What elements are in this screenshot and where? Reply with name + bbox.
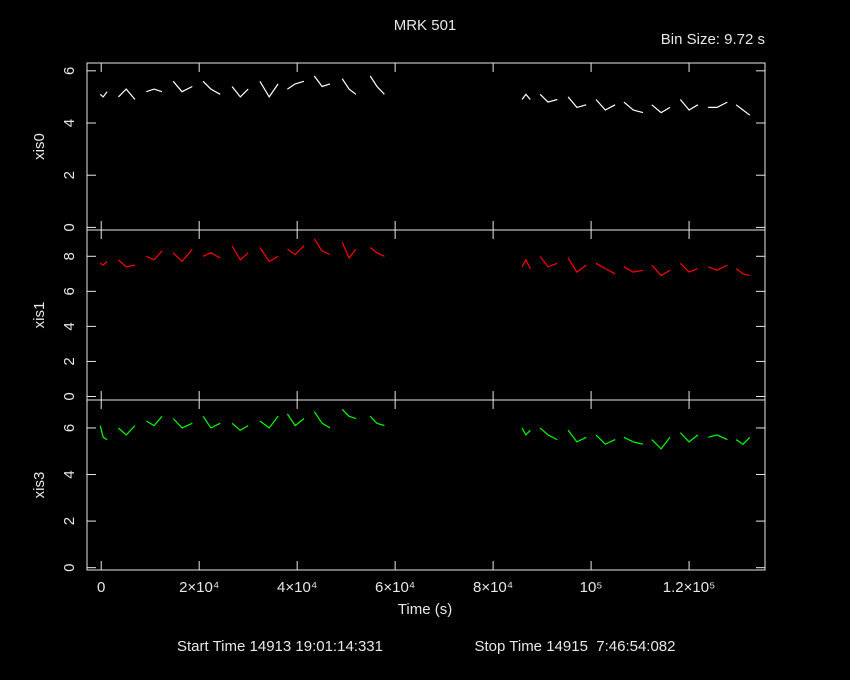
y-tick-label: 0 <box>61 223 78 231</box>
y-tick-label: 2 <box>61 357 78 365</box>
y-tick-label: 0 <box>61 563 78 571</box>
x-tick-label: 1.2×10⁵ <box>663 579 716 596</box>
x-tick-label: 4×10⁴ <box>277 579 317 596</box>
light-curve-line <box>99 238 750 277</box>
x-tick-label: 6×10⁴ <box>375 579 415 596</box>
y-tick-label: 0 <box>61 392 78 400</box>
y-tick-label: 6 <box>61 424 78 432</box>
y-tick-label: 2 <box>61 517 78 525</box>
x-axis-label: Time (s) <box>398 601 452 618</box>
panel-frame <box>86 229 766 401</box>
y-axis-label: xis1 <box>31 302 48 329</box>
y-tick-label: 4 <box>61 470 78 478</box>
start-time: Start Time 14913 19:01:14:331 <box>177 638 383 655</box>
y-tick-label: 8 <box>61 252 78 260</box>
y-axis-label: xis0 <box>31 133 48 160</box>
light-curve-line <box>99 75 751 116</box>
y-tick-label: 6 <box>61 287 78 295</box>
x-tick-label: 0 <box>97 579 105 596</box>
chart-title: MRK 501 <box>394 17 457 34</box>
x-tick-label: 2×10⁴ <box>179 579 219 596</box>
x-tick-label: 8×10⁴ <box>473 579 513 596</box>
y-tick-label: 4 <box>61 322 78 330</box>
y-axis-label: xis3 <box>31 472 48 499</box>
y-tick-label: 6 <box>61 67 78 75</box>
y-tick-label: 2 <box>61 171 78 179</box>
x-tick-label: 10⁵ <box>580 579 603 596</box>
y-tick-label: 4 <box>61 119 78 127</box>
light-curve-line <box>99 408 751 450</box>
panel-frame <box>86 399 766 571</box>
stop-time: Stop Time 14915 7:46:54:082 <box>475 638 676 655</box>
bin-size: Bin Size: 9.72 s <box>661 31 765 48</box>
